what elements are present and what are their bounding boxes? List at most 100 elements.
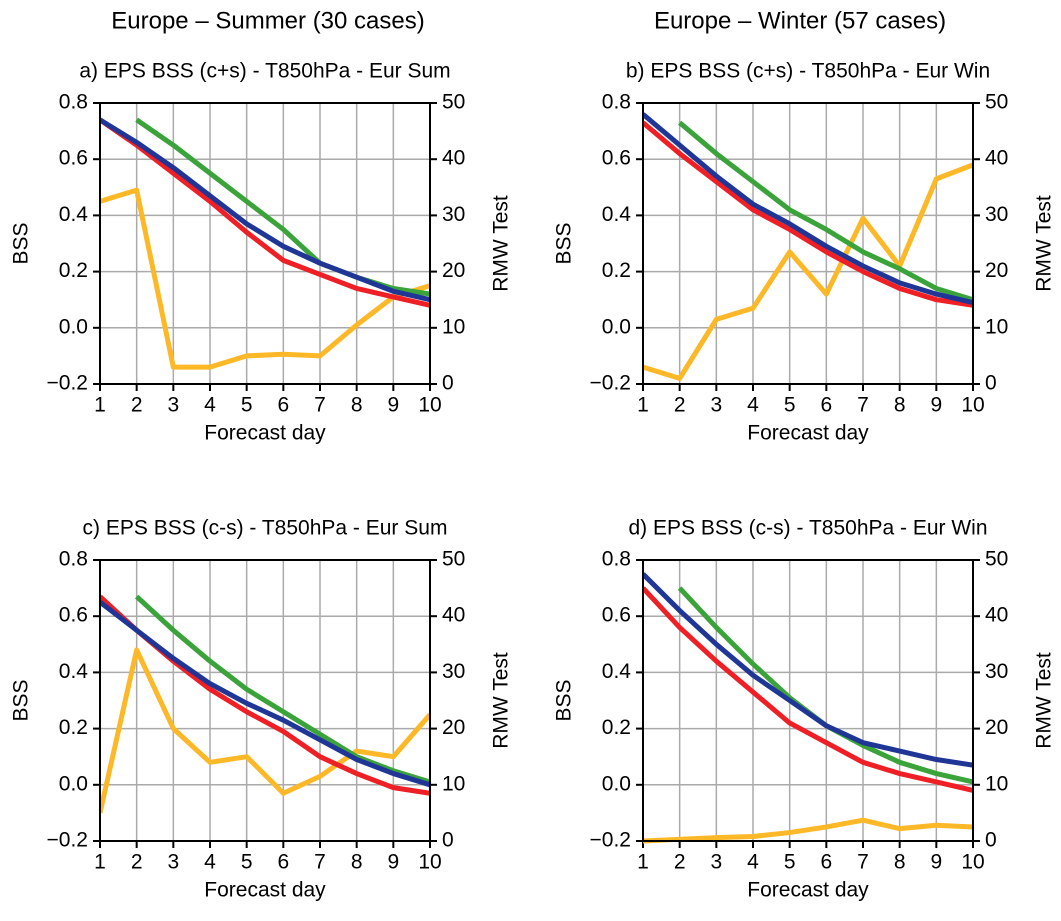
- y-tick-label: 0.8: [59, 91, 88, 114]
- y-tick-label: 0.0: [59, 772, 88, 795]
- y2-tick-label: 0: [442, 829, 454, 852]
- y2-axis-label: RMW Test: [1033, 652, 1056, 749]
- y2-axis-label: RMW Test: [490, 195, 513, 292]
- x-tick-label: 8: [351, 394, 363, 417]
- chart-title: d) EPS BSS (c-s) - T850hPa - Eur Win: [628, 517, 987, 540]
- y-axis-label: BSS: [10, 679, 33, 721]
- plot-frame: [99, 559, 431, 842]
- y2-tick-label: 0: [442, 372, 454, 395]
- x-tick-label: 4: [204, 851, 216, 874]
- x-tick-label: 4: [747, 394, 759, 417]
- x-tick-label: 9: [387, 394, 399, 417]
- y-tick-label: 0.0: [602, 772, 631, 795]
- y-tick-label: 0.4: [59, 660, 89, 683]
- data-line: [643, 112, 973, 305]
- y2-tick-label: 50: [442, 91, 465, 114]
- x-tick-label: 9: [930, 394, 942, 417]
- y-tick-label: 0.2: [602, 259, 631, 282]
- y-tick-label: −0.2: [590, 829, 631, 852]
- x-tick-label: 5: [784, 851, 796, 874]
- x-tick-label: 1: [637, 394, 649, 417]
- x-tick-label: 1: [94, 851, 106, 874]
- plot-frame: [642, 559, 974, 842]
- y-tick-label: 0.2: [59, 259, 88, 282]
- y-tick-label: 0.8: [59, 548, 88, 571]
- data-line: [100, 187, 430, 370]
- y2-tick-label: 40: [442, 604, 465, 627]
- y-axis-label: BSS: [10, 222, 33, 264]
- plot-frame: [642, 102, 974, 385]
- chart-title: c) EPS BSS (c-s) - T850hPa - Eur Sum: [83, 517, 448, 540]
- y2-tick-label: 40: [442, 147, 465, 170]
- y2-tick-label: 10: [442, 772, 465, 795]
- y2-tick-label: 30: [985, 660, 1008, 683]
- y2-tick-label: 50: [985, 91, 1008, 114]
- y2-tick-label: 50: [442, 548, 465, 571]
- y-tick-label: −0.2: [47, 829, 88, 852]
- x-tick-label: 2: [674, 851, 686, 874]
- y2-tick-label: 30: [985, 203, 1008, 226]
- y2-tick-label: 20: [985, 716, 1008, 739]
- x-tick-label: 7: [314, 851, 326, 874]
- y-axis-label: BSS: [553, 679, 576, 721]
- y-tick-label: −0.2: [590, 372, 631, 395]
- y2-axis-label: RMW Test: [1033, 195, 1056, 292]
- x-axis-label: Forecast day: [747, 879, 869, 902]
- data-line: [643, 817, 973, 844]
- x-axis-label: Forecast day: [204, 422, 326, 445]
- x-tick-label: 10: [418, 851, 441, 874]
- y-tick-label: 0.8: [602, 91, 631, 114]
- x-tick-label: 5: [784, 394, 796, 417]
- y-tick-label: 0.6: [59, 147, 88, 170]
- y-tick-label: 0.6: [602, 147, 631, 170]
- y2-tick-label: 0: [985, 829, 997, 852]
- data-line: [643, 120, 973, 308]
- y-tick-label: 0.0: [602, 315, 631, 338]
- x-tick-label: 6: [820, 394, 832, 417]
- y-tick-label: 0.4: [602, 203, 632, 226]
- chart-title: b) EPS BSS (c+s) - T850hPa - Eur Win: [626, 60, 990, 83]
- x-tick-label: 3: [710, 394, 722, 417]
- y2-tick-label: 10: [442, 315, 465, 338]
- y2-tick-label: 40: [985, 604, 1008, 627]
- column-header: Europe – Winter (57 cases): [654, 7, 946, 34]
- x-tick-label: 6: [277, 394, 289, 417]
- x-tick-label: 6: [277, 851, 289, 874]
- data-line: [134, 594, 430, 785]
- x-tick-label: 8: [351, 851, 363, 874]
- y2-tick-label: 10: [985, 772, 1008, 795]
- y-tick-label: 0.6: [602, 604, 631, 627]
- plot-frame: [99, 102, 431, 385]
- x-tick-label: 6: [820, 851, 832, 874]
- y2-tick-label: 30: [442, 660, 465, 683]
- y2-tick-label: 20: [985, 259, 1008, 282]
- y-tick-label: 0.2: [59, 716, 88, 739]
- data-line: [100, 600, 430, 788]
- y2-tick-label: 20: [442, 716, 465, 739]
- x-tick-label: 2: [131, 394, 143, 417]
- y-tick-label: 0.8: [602, 548, 631, 571]
- x-tick-label: 10: [961, 394, 984, 417]
- x-tick-label: 9: [930, 851, 942, 874]
- x-tick-label: 4: [204, 394, 216, 417]
- x-tick-label: 2: [131, 851, 143, 874]
- x-tick-label: 3: [167, 394, 179, 417]
- x-tick-label: 10: [418, 394, 441, 417]
- y2-tick-label: 50: [985, 548, 1008, 571]
- x-tick-label: 9: [387, 851, 399, 874]
- y-tick-label: 0.2: [602, 716, 631, 739]
- x-tick-label: 3: [167, 851, 179, 874]
- x-tick-label: 5: [241, 394, 253, 417]
- x-axis-label: Forecast day: [204, 879, 326, 902]
- data-line: [643, 586, 973, 793]
- data-line: [100, 117, 430, 308]
- y2-tick-label: 40: [985, 147, 1008, 170]
- data-line: [100, 647, 430, 814]
- x-tick-label: 2: [674, 394, 686, 417]
- data-line: [643, 162, 973, 381]
- data-line: [100, 117, 430, 303]
- y-tick-label: −0.2: [47, 372, 88, 395]
- y2-tick-label: 0: [985, 372, 997, 395]
- x-tick-label: 10: [961, 851, 984, 874]
- x-tick-label: 5: [241, 851, 253, 874]
